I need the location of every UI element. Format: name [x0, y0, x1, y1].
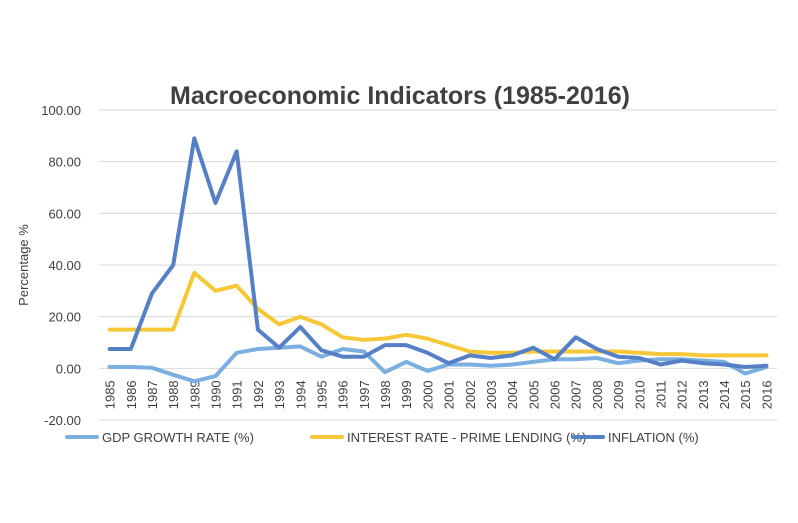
y-tick-label: 0.00 — [56, 361, 81, 376]
y-axis-ticks: 100.00 80.00 60.00 40.00 20.00 0.00 -20.00 — [41, 103, 81, 428]
x-tick-label: 1996 — [336, 380, 351, 409]
y-tick-label: -20.00 — [44, 413, 81, 428]
y-tick-label: 100.00 — [41, 103, 81, 118]
y-axis-label: Percentage % — [16, 224, 31, 306]
x-tick-label: 1994 — [293, 380, 308, 409]
x-tick-label: 1991 — [230, 380, 245, 409]
y-tick-label: 60.00 — [48, 206, 81, 221]
x-tick-label: 2009 — [611, 380, 626, 409]
x-tick-label: 2005 — [526, 380, 541, 409]
x-tick-label: 1990 — [209, 380, 224, 409]
x-tick-label: 1992 — [251, 380, 266, 409]
x-tick-label: 2010 — [632, 380, 647, 409]
legend-label-2: INTEREST RATE - PRIME LENDING (%) — [347, 430, 586, 445]
x-tick-label: 1989 — [187, 380, 202, 409]
legend: GDP GROWTH RATE (%) INTEREST RATE - PRIME… — [65, 430, 699, 445]
x-tick-label: 2007 — [569, 380, 584, 409]
x-tick-label: 1987 — [145, 380, 160, 409]
x-tick-label: 2013 — [696, 380, 711, 409]
x-tick-label: 2001 — [442, 380, 457, 409]
x-tick-label: 2003 — [484, 380, 499, 409]
x-tick-label: 1998 — [378, 380, 393, 409]
series-line-1 — [107, 344, 769, 384]
x-tick-label: 1988 — [166, 380, 181, 409]
x-tick-label: 2014 — [717, 380, 732, 409]
x-tick-label: 2004 — [505, 380, 520, 409]
x-tick-label: 1985 — [103, 380, 118, 409]
series-line-3 — [107, 136, 769, 369]
x-tick-label: 2015 — [738, 380, 753, 409]
series-lines — [107, 136, 769, 384]
x-tick-label: 1986 — [124, 380, 139, 409]
x-tick-label: 1995 — [314, 380, 329, 409]
legend-label-3: INFLATION (%) — [608, 430, 699, 445]
chart-title: Macroeconomic Indicators (1985-2016) — [170, 82, 630, 110]
x-tick-label: 2006 — [548, 380, 563, 409]
y-tick-label: 20.00 — [48, 310, 81, 325]
x-axis-ticks: 1985 1986 1987 1988 1989 1990 1991 1992 1993 1994… — [103, 380, 775, 409]
x-tick-label: 1997 — [357, 380, 372, 409]
y-tick-label: 80.00 — [48, 155, 81, 170]
legend-label-1: GDP GROWTH RATE (%) — [102, 430, 254, 445]
x-tick-label: 1993 — [272, 380, 287, 409]
x-tick-label: 2011 — [653, 380, 668, 408]
x-tick-label: 2016 — [759, 380, 774, 409]
x-tick-label: 1999 — [399, 380, 414, 409]
y-tick-label: 40.00 — [48, 258, 81, 273]
x-tick-label: 2012 — [675, 380, 690, 409]
x-tick-label: 2000 — [420, 380, 435, 409]
series-line-2 — [107, 270, 769, 358]
x-tick-label: 2008 — [590, 380, 605, 409]
x-tick-label: 2002 — [463, 380, 478, 409]
